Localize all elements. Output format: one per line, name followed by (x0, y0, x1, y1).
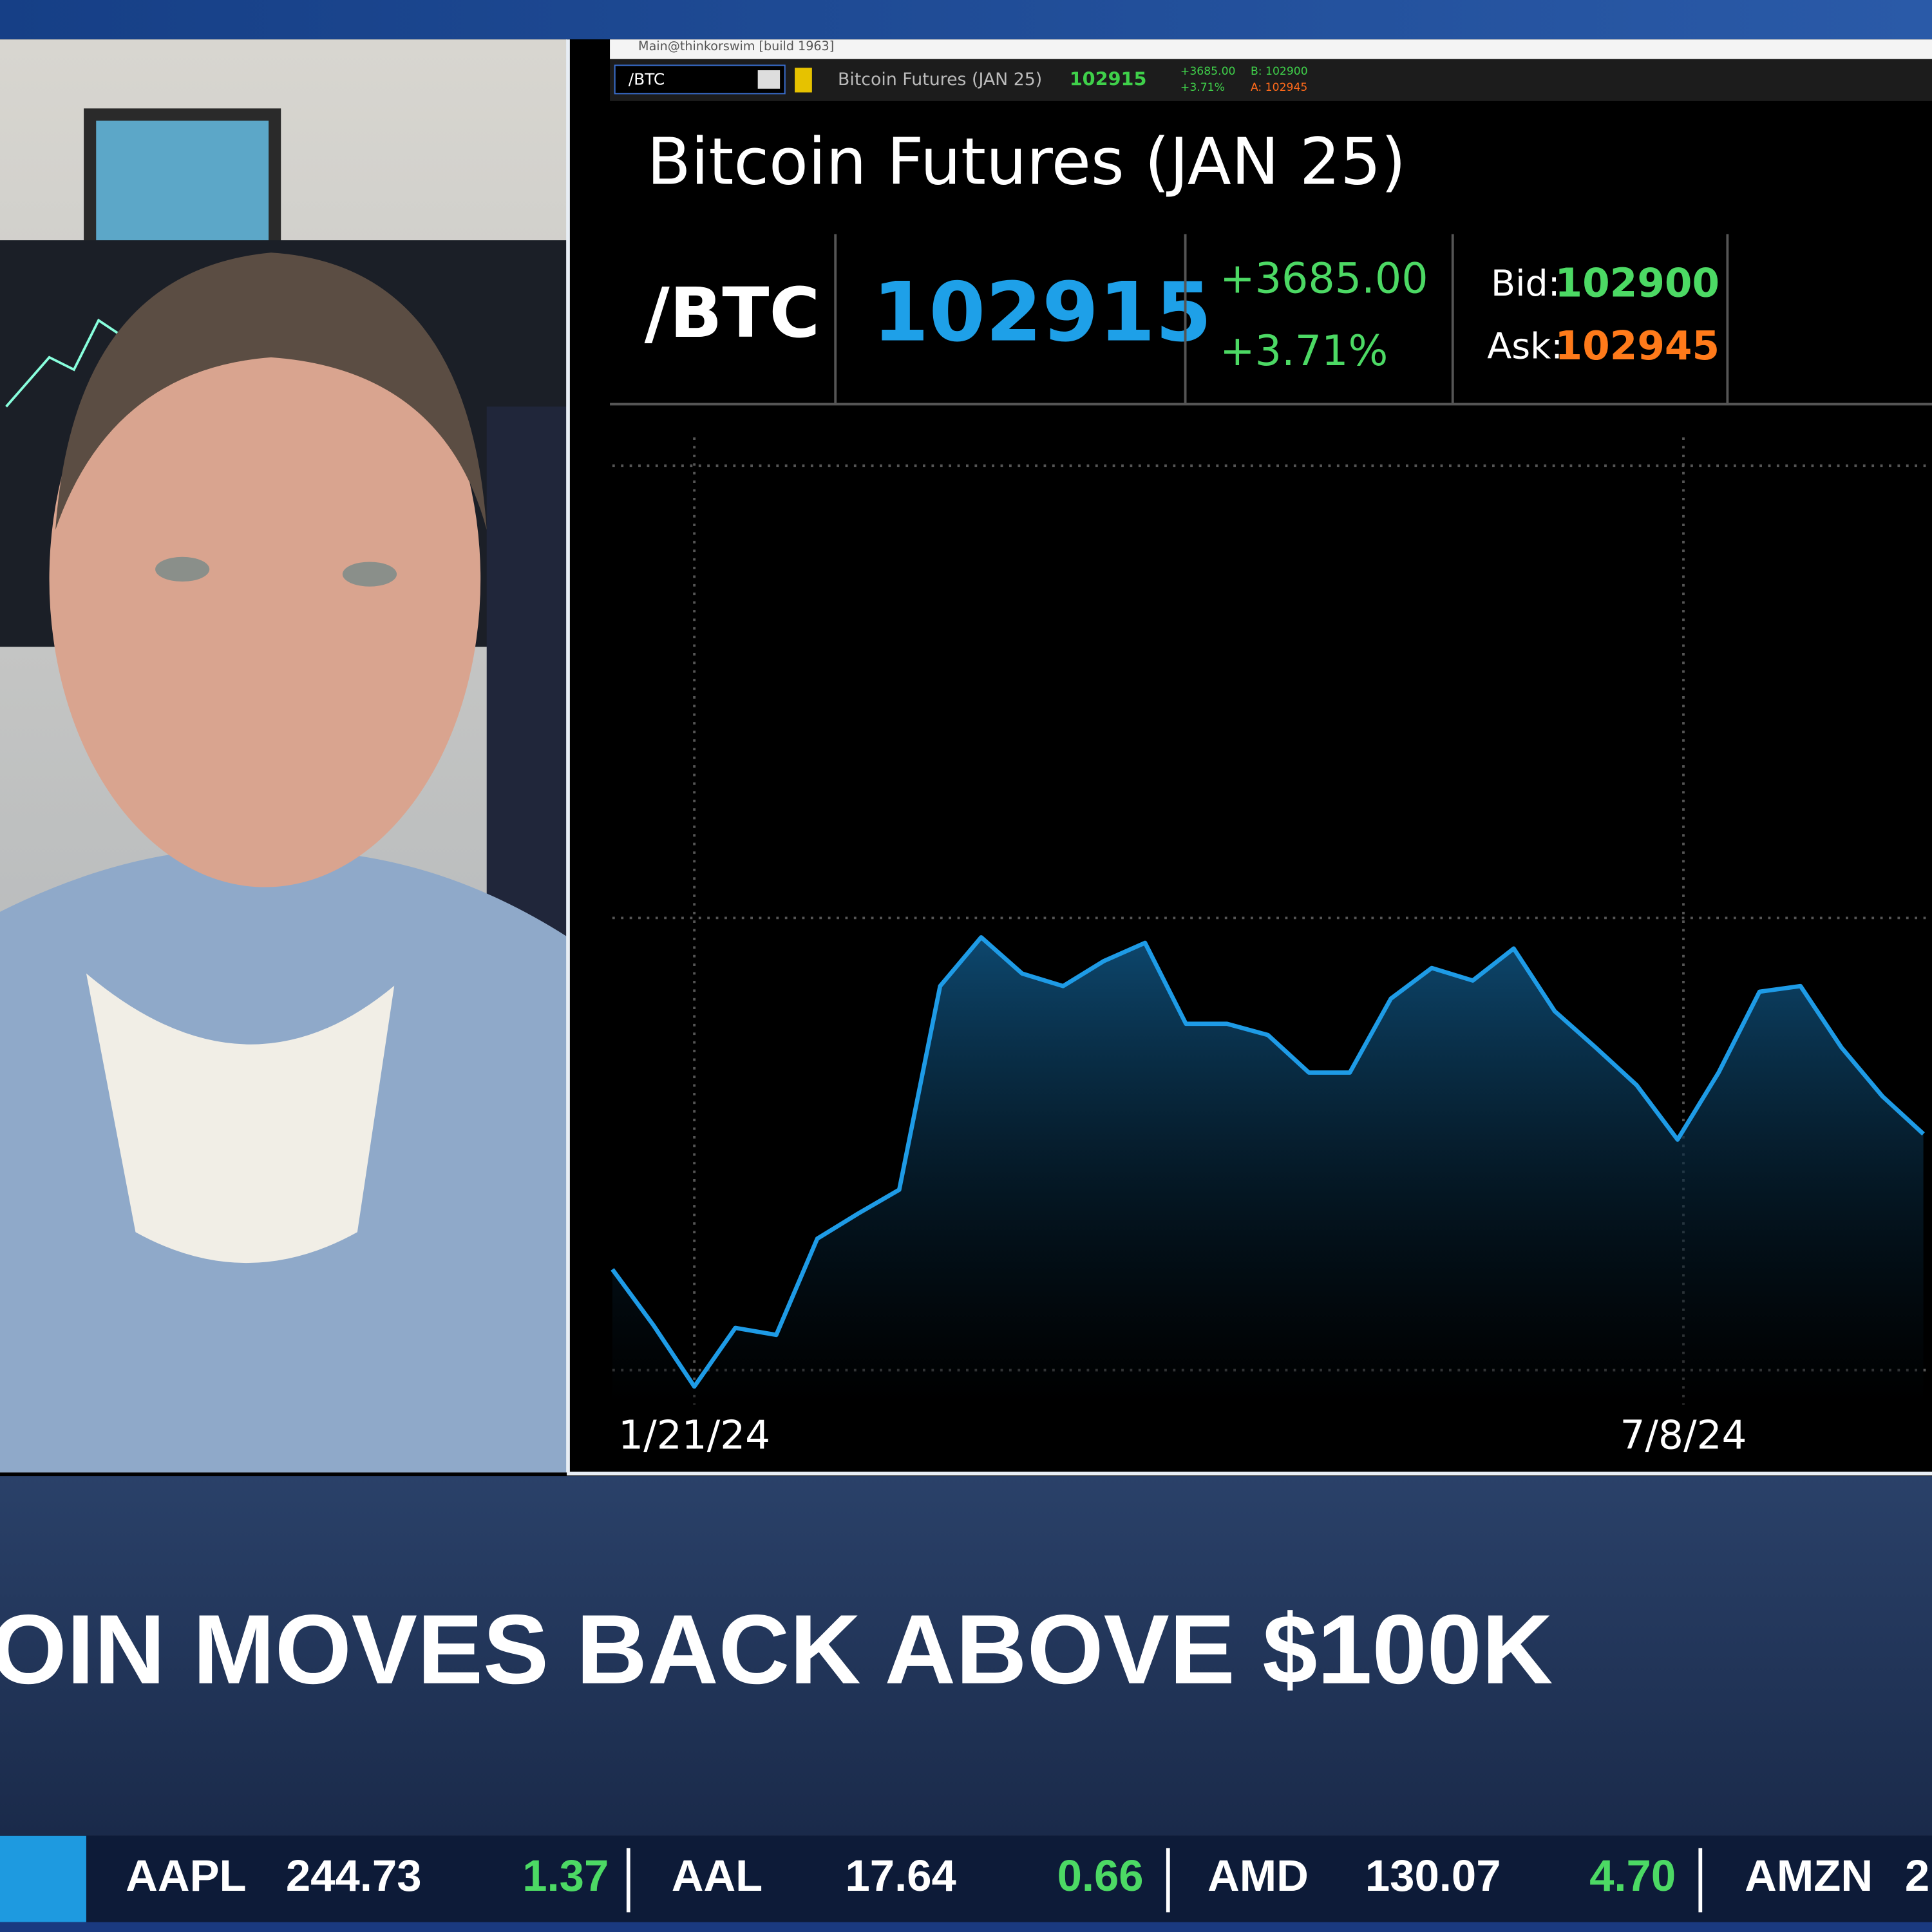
hair (55, 252, 487, 530)
link-button[interactable] (795, 68, 812, 93)
price-line (611, 935, 1925, 1389)
eye (342, 562, 397, 587)
toolbar-change-pct: +3.71% (1180, 81, 1225, 94)
symbol-input[interactable] (614, 64, 786, 95)
ticker-symbol: AMZN (1745, 1851, 1873, 1900)
ticker-price: 2 (1905, 1851, 1929, 1900)
ask: 102945 (1555, 323, 1720, 369)
net-change: +3685.00 (1220, 254, 1428, 303)
undershirt (86, 973, 395, 1264)
ticker-symbol: AAPL (126, 1851, 246, 1900)
eye (155, 556, 210, 582)
toolbar-instrument: Bitcoin Futures (JAN 25) (838, 70, 1042, 90)
monitor-side (486, 406, 567, 961)
x-tick-label: 1/21/24 (618, 1412, 770, 1458)
ticker-bottom-strip (0, 1922, 1932, 1932)
bid: 102900 (1555, 260, 1720, 306)
top-bar (0, 0, 1932, 40)
ticker-change: 0.66 (1057, 1851, 1144, 1900)
face (49, 270, 481, 887)
toolbar-last: 102915 (1070, 68, 1147, 90)
toolbar-bid: B: 102900 (1251, 65, 1308, 78)
price-area (612, 937, 1924, 1405)
chart-title: Bitcoin Futures (JAN 25) (647, 126, 1406, 200)
toolbar (610, 59, 1932, 101)
monitor-plot (5, 318, 137, 408)
dropdown-button[interactable] (757, 70, 781, 89)
toolbar-change: +3685.00 (1180, 65, 1236, 78)
ticker-price: 17.64 (845, 1851, 956, 1900)
price-chart: 1/21/24 7/8/24 (611, 437, 1925, 1458)
wall-frame-picture (96, 120, 269, 244)
symbol-input-text: /BTC (629, 70, 665, 88)
toolbar-ask: A: 102945 (1251, 81, 1307, 94)
window-title: Main@thinkorswim [build 1963] (638, 39, 834, 53)
symbol: /BTC (645, 274, 820, 354)
ticker-bar (0, 1835, 1932, 1932)
presenter-video (0, 39, 567, 1473)
ticker-price: 130.07 (1365, 1851, 1501, 1900)
ticker-change: 1.37 (522, 1851, 609, 1900)
last-price: 102915 (873, 265, 1212, 359)
x-tick-label: 7/8/24 (1620, 1412, 1747, 1458)
ticker-symbol: AMD (1208, 1851, 1309, 1900)
ticker-change: 4.70 (1589, 1851, 1676, 1900)
percent-change: +3.71% (1220, 327, 1388, 375)
ticker: AAPL 244.73 1.37 AAL 17.64 0.66 AMD 130.07 4.70 A… (126, 1848, 1929, 1913)
ticker-badge (0, 1835, 86, 1922)
bid-label: Bid: (1491, 263, 1560, 305)
window-titlebar (610, 39, 1932, 59)
ticker-symbol: AAL (672, 1851, 763, 1900)
ticker-price: 244.73 (286, 1851, 422, 1900)
ask-label: Ask: (1487, 327, 1563, 368)
headline-band (0, 1476, 1932, 1836)
header-separators (610, 234, 1932, 406)
headline: OIN MOVES BACK ABOVE $100K (0, 1595, 1553, 1705)
